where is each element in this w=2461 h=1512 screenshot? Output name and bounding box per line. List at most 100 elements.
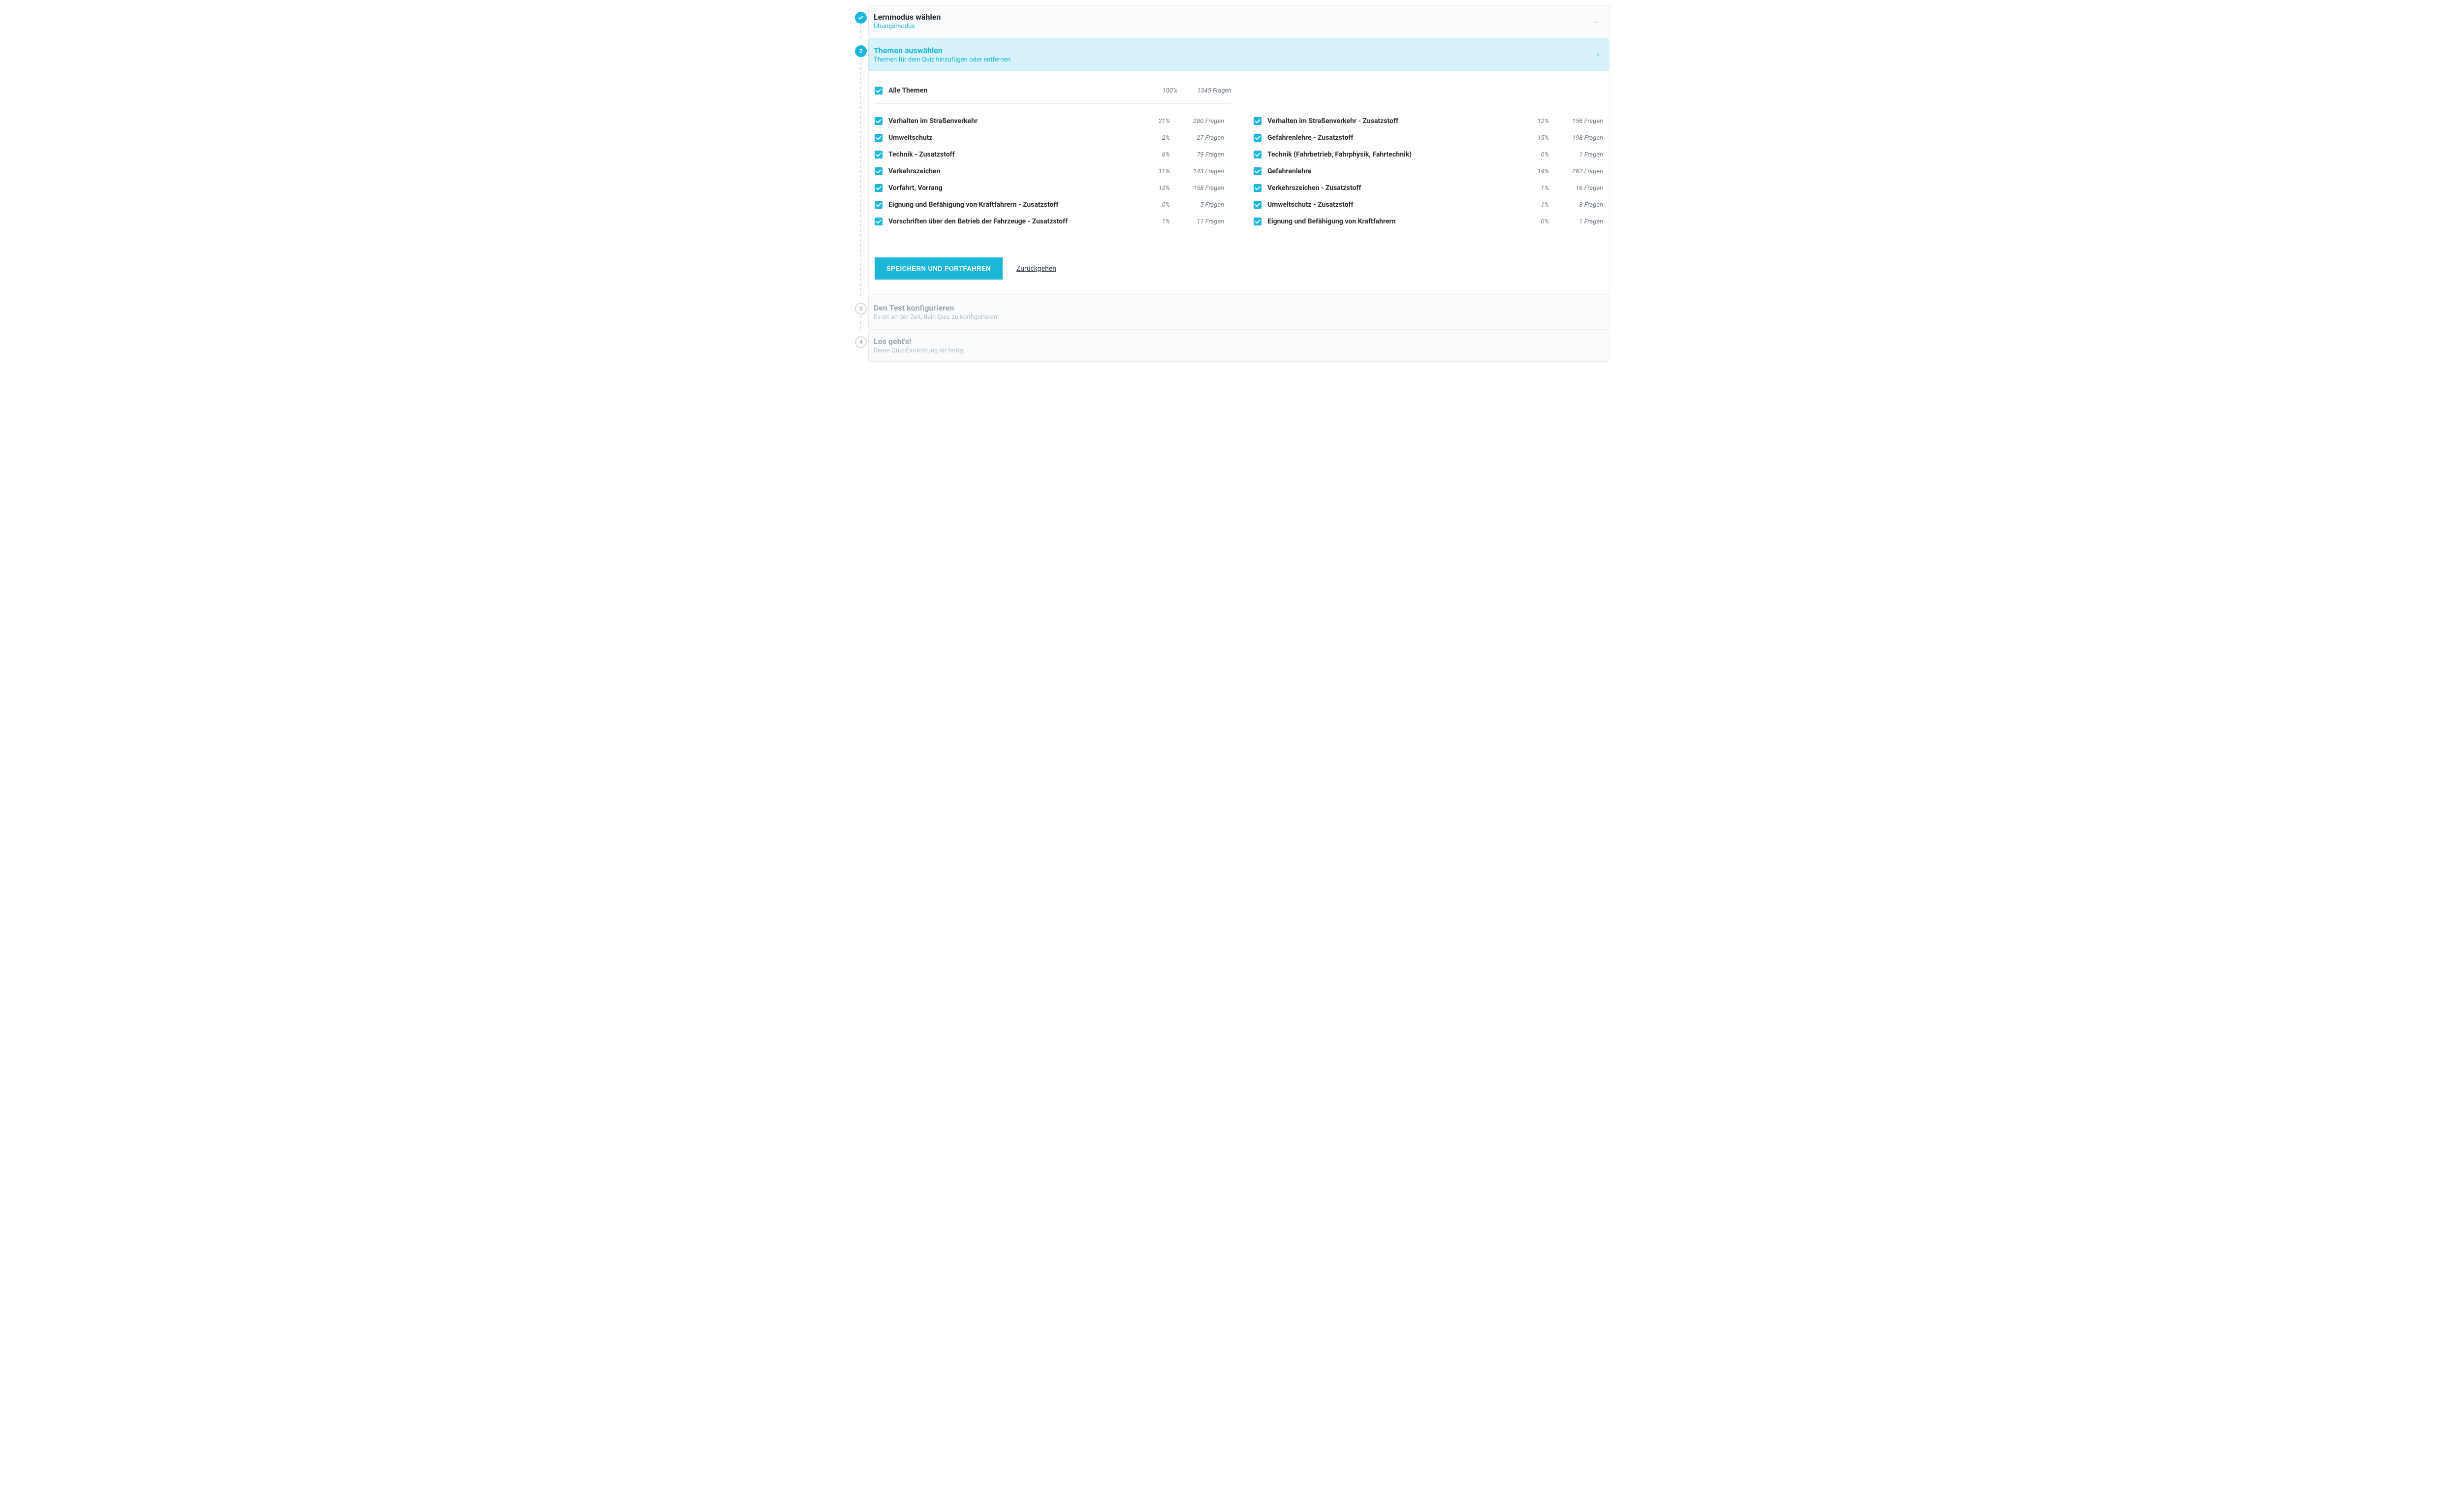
step-badge-active: 2 xyxy=(855,45,867,57)
step-header-select-topics[interactable]: Themen auswählen Themen für dein Quiz hi… xyxy=(868,38,1609,71)
topic-pct: 0% xyxy=(1140,201,1170,209)
all-topics-label: Alle Themen xyxy=(888,87,1148,94)
step-subtitle: Es ist an der Zeit, dein Quiz zu konfigu… xyxy=(874,314,1599,321)
topic-pct: 12% xyxy=(1519,118,1549,125)
checkbox-topic[interactable] xyxy=(875,201,883,209)
all-topics-pct: 100% xyxy=(1148,87,1177,94)
checkbox-topic[interactable] xyxy=(1254,167,1262,175)
topic-row[interactable]: Technik - Zusatzstoff6%79 Fragen xyxy=(875,146,1224,163)
topic-pct: 1% xyxy=(1519,201,1549,209)
checkbox-topic[interactable] xyxy=(875,134,883,142)
topic-row[interactable]: Vorschriften über den Betrieb der Fahrze… xyxy=(875,213,1224,230)
step-badge-done xyxy=(855,12,867,24)
topic-label: Verhalten im Straßenverkehr - Zusatzstof… xyxy=(1267,117,1519,125)
checkbox-topic[interactable] xyxy=(1254,218,1262,225)
step-title: Themen auswählen xyxy=(874,46,1597,55)
topic-row[interactable]: Verkehrszeichen - Zusatzstoff1%16 Fragen xyxy=(1254,180,1603,196)
topic-label: Verkehrszeichen - Zusatzstoff xyxy=(1267,184,1519,192)
topic-row[interactable]: Umweltschutz2%27 Fragen xyxy=(875,129,1224,146)
topic-row[interactable]: Gefahrenlehre - Zusatzstoff15%198 Fragen xyxy=(1254,129,1603,146)
checkbox-topic[interactable] xyxy=(875,151,883,158)
topic-questions: 1 Fragen xyxy=(1549,151,1603,158)
topics-col-right: Verhalten im Straßenverkehr - Zusatzstof… xyxy=(1254,113,1603,230)
topic-row[interactable]: Verhalten im Straßenverkehr - Zusatzstof… xyxy=(1254,113,1603,129)
step-title-block: Lernmodus wählen Übungsmodus xyxy=(874,12,1593,30)
topic-row[interactable]: Verkehrszeichen11%143 Fragen xyxy=(875,163,1224,180)
topic-questions: 156 Fragen xyxy=(1549,118,1603,125)
step-header-configure[interactable]: Den Test konfigurieren Es ist an der Zei… xyxy=(868,296,1609,328)
step-header-go[interactable]: Los geht's! Deine Quiz-Einrichtung ist f… xyxy=(868,329,1609,362)
topics-columns: Verhalten im Straßenverkehr21%280 Fragen… xyxy=(875,113,1603,230)
topic-pct: 12% xyxy=(1140,185,1170,192)
checkbox-all-topics[interactable] xyxy=(875,87,883,94)
step-learn-mode: Lernmodus wählen Übungsmodus ⌄ xyxy=(852,5,1609,37)
step-configure-test: 3 Den Test konfigurieren Es ist an der Z… xyxy=(852,296,1609,328)
topic-label: Verkehrszeichen xyxy=(888,167,1140,175)
topic-label: Eignung und Befähigung von Kraftfahrern xyxy=(1267,218,1519,225)
checkbox-topic[interactable] xyxy=(1254,151,1262,158)
step-badge-pending: 3 xyxy=(855,303,867,315)
step-go: 4 Los geht's! Deine Quiz-Einrichtung ist… xyxy=(852,329,1609,362)
topic-row[interactable]: Umweltschutz - Zusatzstoff1%8 Fragen xyxy=(1254,196,1603,213)
topic-row[interactable]: Verhalten im Straßenverkehr21%280 Fragen xyxy=(875,113,1224,129)
checkbox-topic[interactable] xyxy=(1254,134,1262,142)
topic-label: Technik - Zusatzstoff xyxy=(888,151,1140,158)
step-title-block: Los geht's! Deine Quiz-Einrichtung ist f… xyxy=(874,337,1599,354)
checkbox-topic[interactable] xyxy=(875,218,883,225)
topic-pct: 11% xyxy=(1140,168,1170,175)
topic-label: Vorschriften über den Betrieb der Fahrze… xyxy=(888,218,1140,225)
topics-panel: Alle Themen 100% 1345 Fragen Verhalten i… xyxy=(868,72,1609,295)
checkbox-topic[interactable] xyxy=(875,184,883,192)
topic-row[interactable]: Eignung und Befähigung von Kraftfahrern … xyxy=(875,196,1224,213)
step-subtitle: Deine Quiz-Einrichtung ist fertig. xyxy=(874,347,1599,354)
topic-row[interactable]: Technik (Fahrbetrieb, Fahrphysik, Fahrte… xyxy=(1254,146,1603,163)
step-title: Den Test konfigurieren xyxy=(874,303,1599,313)
topic-pct: 1% xyxy=(1519,185,1549,192)
step-header-learn-mode[interactable]: Lernmodus wählen Übungsmodus ⌄ xyxy=(868,5,1609,37)
topic-label: Technik (Fahrbetrieb, Fahrphysik, Fahrte… xyxy=(1267,151,1519,158)
topic-pct: 1% xyxy=(1140,218,1170,225)
checkbox-topic[interactable] xyxy=(1254,184,1262,192)
topic-label: Verhalten im Straßenverkehr xyxy=(888,117,1140,125)
topic-questions: 11 Fragen xyxy=(1170,218,1224,225)
topic-questions: 27 Fragen xyxy=(1170,134,1224,142)
topic-questions: 143 Fragen xyxy=(1170,168,1224,175)
topic-row[interactable]: Eignung und Befähigung von Kraftfahrern0… xyxy=(1254,213,1603,230)
topic-label: Gefahrenlehre - Zusatzstoff xyxy=(1267,134,1519,142)
back-link[interactable]: Zurückgehen xyxy=(1016,265,1056,273)
step-badge-pending: 4 xyxy=(855,336,867,348)
topic-pct: 2% xyxy=(1140,134,1170,142)
save-continue-button[interactable]: Speichern und Fortfahren xyxy=(875,257,1003,280)
topic-pct: 21% xyxy=(1140,118,1170,125)
all-topics-row[interactable]: Alle Themen 100% 1345 Fragen xyxy=(875,84,1231,104)
topic-questions: 280 Fragen xyxy=(1170,118,1224,125)
step-title: Lernmodus wählen xyxy=(874,12,1593,22)
checkbox-topic[interactable] xyxy=(1254,201,1262,209)
topic-pct: 6% xyxy=(1140,151,1170,158)
topic-label: Eignung und Befähigung von Kraftfahrern … xyxy=(888,201,1140,209)
checkbox-topic[interactable] xyxy=(875,117,883,125)
topic-pct: 0% xyxy=(1519,218,1549,225)
checkbox-topic[interactable] xyxy=(1254,117,1262,125)
topic-questions: 158 Fragen xyxy=(1170,185,1224,192)
panel-actions: Speichern und Fortfahren Zurückgehen xyxy=(875,257,1603,280)
step-title: Los geht's! xyxy=(874,337,1599,346)
step-select-topics: 2 Themen auswählen Themen für dein Quiz … xyxy=(852,38,1609,295)
topic-questions: 1 Fragen xyxy=(1549,218,1603,225)
step-subtitle: Übungsmodus xyxy=(874,23,1593,30)
chevron-down-icon: ⌄ xyxy=(1593,17,1599,25)
topic-row[interactable]: Vorfahrt, Vorrang12%158 Fragen xyxy=(875,180,1224,196)
step-subtitle: Themen für dein Quiz hinzufügen oder ent… xyxy=(874,56,1597,63)
topic-pct: 15% xyxy=(1519,134,1549,142)
check-icon xyxy=(858,15,864,21)
quiz-setup-wizard: Lernmodus wählen Übungsmodus ⌄ 2 Themen … xyxy=(852,5,1609,362)
topic-questions: 5 Fragen xyxy=(1170,201,1224,209)
topic-label: Umweltschutz - Zusatzstoff xyxy=(1267,201,1519,209)
topic-row[interactable]: Gefahrenlehre19%262 Fragen xyxy=(1254,163,1603,180)
topic-questions: 8 Fragen xyxy=(1549,201,1603,209)
topic-questions: 198 Fragen xyxy=(1549,134,1603,142)
checkbox-topic[interactable] xyxy=(875,167,883,175)
step-connector xyxy=(860,52,861,296)
step-title-block: Themen auswählen Themen für dein Quiz hi… xyxy=(874,46,1597,63)
topic-pct: 19% xyxy=(1519,168,1549,175)
